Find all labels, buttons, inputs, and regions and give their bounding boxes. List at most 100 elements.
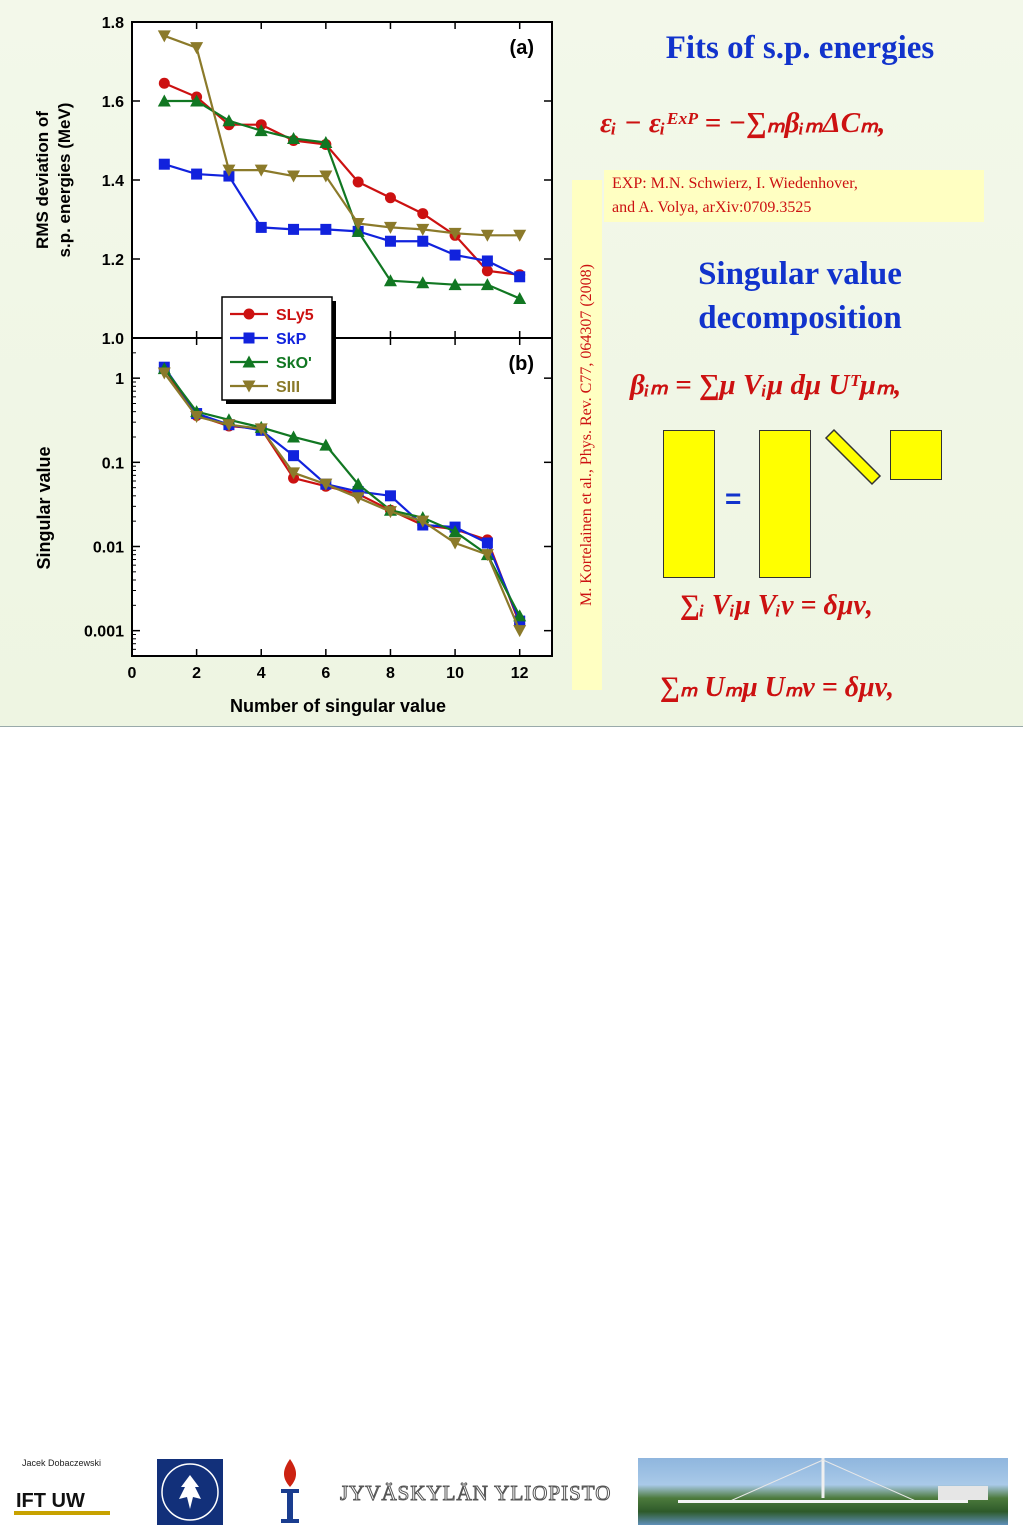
data-point [287, 430, 301, 443]
slide-background: 1.0 1.2 1.4 1.6 1.8 (a) RMS deviation of s.p. e… [0, 0, 1023, 727]
matrix-u-box [890, 430, 942, 480]
data-point [513, 292, 527, 304]
data-point [351, 224, 365, 237]
data-point [480, 278, 494, 291]
data-point [416, 223, 430, 236]
panel-label: (a) [510, 37, 534, 59]
data-point [481, 265, 493, 277]
data-point [190, 42, 204, 55]
plot-frame [131, 337, 553, 657]
u-orthogonality-equation: ∑ₘ Uₘμ Uₘν = δμν, [660, 672, 895, 703]
data-point [222, 164, 236, 177]
data-point [222, 114, 236, 127]
y-tick-label: 1.4 [102, 173, 124, 190]
legend-entry: SLy5 [276, 307, 314, 324]
residual-equation: εᵢ − εᵢᴱˣᴾ = −∑ₘβᵢₘΔCₘ, [600, 107, 886, 139]
x-tick-label: 12 [511, 665, 529, 682]
author-name: Jacek Dobaczewski [22, 1458, 102, 1468]
data-point [417, 235, 429, 247]
data-point [319, 135, 333, 148]
x-tick-label: 6 [321, 665, 330, 682]
series-line [163, 82, 520, 276]
legend-swatch-marker [242, 355, 256, 368]
data-point [513, 625, 527, 638]
data-point [513, 609, 527, 622]
data-point [351, 477, 365, 490]
data-point [191, 168, 203, 180]
data-point [157, 94, 171, 107]
ift-uw-logo-icon: IFT UW [12, 1481, 112, 1519]
y-axis-label: Singular value [34, 446, 54, 569]
chart-area: 1.0 1.2 1.4 1.6 1.8 (a) RMS deviation of s.p. e… [33, 15, 553, 716]
svd-equation: βᵢₘ = ∑μ Vᵢμ dμ Uᵀμₘ, [630, 369, 902, 401]
y-tick-label: 1.0 [102, 331, 124, 348]
y-tick-label: 0.001 [84, 624, 124, 641]
v-orthogonality-equation: ∑ᵢ Vᵢμ Vᵢν = δμν, [680, 590, 873, 621]
series-line [163, 372, 521, 632]
fits-title: Fits of s.p. energies [665, 30, 935, 66]
exp-reference-line-1: EXP: M.N. Schwierz, I. Wiedenhover, [612, 175, 858, 192]
panel-a-plot: 1.0 1.2 1.4 1.6 1.8 (a) RMS deviation of s.p. e… [33, 15, 553, 348]
data-point [514, 271, 526, 283]
plot-frame [131, 21, 553, 339]
data-point [448, 278, 462, 291]
series-line [163, 34, 520, 237]
y-tick-label: 1.2 [102, 252, 124, 269]
data-point [288, 223, 300, 235]
data-point [254, 423, 268, 436]
data-point [158, 77, 170, 89]
equals-sign: = [725, 483, 742, 514]
data-point [480, 549, 494, 562]
data-point [190, 411, 204, 424]
y-tick-label: 1.8 [102, 15, 124, 32]
jyvaskyla-torch-icon [281, 1459, 299, 1523]
data-point [416, 515, 430, 528]
data-point [417, 208, 429, 220]
data-point [416, 276, 430, 289]
data-point [255, 221, 267, 233]
svd-title-line-2: decomposition [698, 300, 902, 336]
y-tick-label: 0.1 [102, 455, 124, 472]
data-point [157, 30, 171, 43]
data-point [481, 537, 493, 549]
data-point [157, 367, 171, 380]
panel-label: (b) [508, 353, 534, 375]
data-point [320, 223, 332, 235]
data-point [352, 176, 364, 188]
data-point [319, 170, 333, 183]
y-tick-label: 1.6 [102, 94, 124, 111]
citation-text: M. Kortelainen et al., Phys. Rev. C77, 0… [578, 263, 595, 607]
campus-photo [638, 1458, 1008, 1525]
data-point [383, 274, 397, 287]
legend-entry: SkP [276, 331, 307, 348]
data-point [222, 419, 236, 432]
legend-swatch-marker [243, 332, 255, 344]
data-point [319, 478, 333, 491]
legend-entry: SIII [276, 379, 300, 396]
data-point [288, 450, 300, 462]
x-tick-label: 2 [192, 665, 201, 682]
chart-legend: SLy5 SkP SkO' SIII [221, 296, 336, 404]
legend-swatch-marker [242, 380, 256, 393]
data-point [190, 94, 204, 107]
matrix-v-box [759, 430, 811, 578]
data-point [481, 255, 493, 267]
data-point [384, 192, 396, 204]
exp-reference-note: EXP: M.N. Schwierz, I. Wiedenhover, and … [604, 170, 984, 222]
data-point [319, 438, 333, 451]
x-tick-label: 0 [128, 665, 137, 682]
data-point [352, 486, 364, 498]
data-point [158, 158, 170, 170]
ift-logo-text: IFT UW [16, 1490, 85, 1512]
x-tick-label: 8 [386, 665, 395, 682]
legend-entry: SkO' [276, 355, 312, 372]
citation-box [572, 180, 602, 690]
data-point [287, 132, 301, 145]
data-point [384, 235, 396, 247]
svd-title: Singular value decomposition [600, 252, 1000, 340]
legend-swatch-marker [243, 308, 255, 320]
y-tick-label: 1 [115, 371, 124, 388]
data-point [480, 229, 494, 242]
data-point [448, 525, 462, 538]
